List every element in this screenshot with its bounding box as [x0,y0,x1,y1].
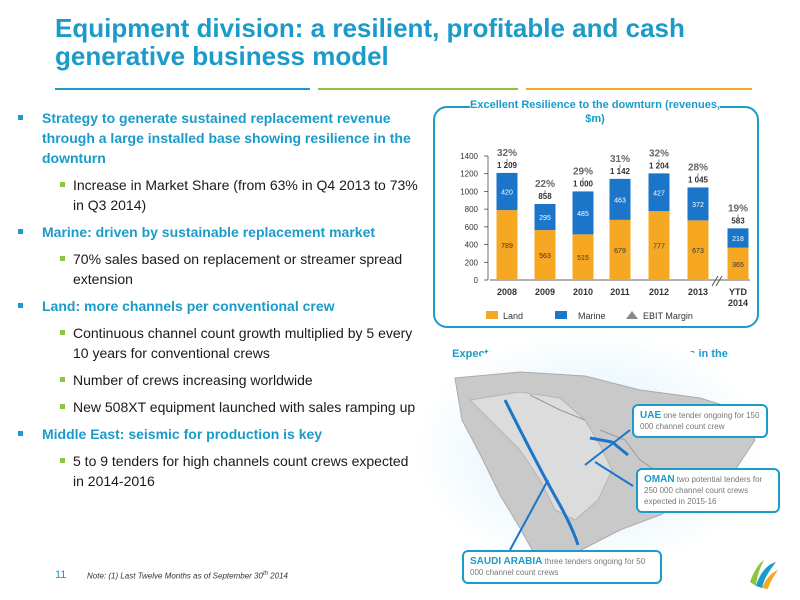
bullet-sub: New 508XT equipment launched with sales … [18,397,418,417]
bullet-sub: 5 to 9 tenders for high channels count c… [18,451,418,491]
bullet-main: Marine: driven by sustainable replacemen… [18,222,418,242]
uae-callout: UAE one tender ongoing for 150 000 chann… [632,404,768,438]
bullet-marker-icon [60,458,65,463]
chart-title: Excellent Resilience to the downturn (re… [470,98,721,126]
footnote: Note: (1) Last Twelve Months as of Septe… [87,571,288,581]
bullet-list: Strategy to generate sustained replaceme… [18,108,418,498]
uae-callout-name: UAE [640,410,662,421]
title-rule-green [318,88,518,90]
bullet-main: Strategy to generate sustained replaceme… [18,108,418,168]
bullet-text: Continuous channel count growth multipli… [73,325,413,361]
bullet-sub: Increase in Market Share (from 63% in Q4… [18,175,418,215]
footnote-sup: th [262,571,268,577]
title-rule-blue [55,88,310,90]
bullet-sub: Continuous channel count growth multipli… [18,323,418,363]
bullet-marker-icon [18,229,23,234]
map-title: Expected tenders of high channel count c… [452,348,728,374]
company-logo-icon [750,560,778,589]
bullet-text: 5 to 9 tenders for high channels count c… [73,453,409,489]
saudi-arabia-callout: SAUDI ARABIA three tenders ongoing for 5… [462,550,662,584]
bullet-marker-icon [18,303,23,308]
bullet-marker-icon [60,377,65,382]
footnote-suffix: 2014 [267,571,288,581]
bullet-sub: 70% sales based on replacement or stream… [18,249,418,289]
bullet-marker-icon [18,431,23,436]
bullet-marker-icon [60,330,65,335]
title-rule-orange [526,88,752,90]
bullet-text: Marine: driven by sustainable replacemen… [42,224,376,240]
chart-frame [433,106,759,328]
bullet-text: Middle East: seismic for production is k… [42,426,323,442]
oman-callout: OMAN two potential tenders for 250 000 c… [636,468,780,513]
saudi-arabia-callout-text: three tenders ongoing for 50 000 channel… [470,557,646,577]
page-title: Equipment division: a resilient, profita… [55,13,685,71]
bullet-main: Middle East: seismic for production is k… [18,424,418,444]
bullet-marker-icon [18,115,23,120]
oman-callout-name: OMAN [644,474,675,485]
uae-callout-text: one tender ongoing for 150 000 channel c… [640,411,760,431]
bullet-text: Increase in Market Share (from 63% in Q4… [73,177,418,213]
footnote-text: Note: (1) Last Twelve Months as of Septe… [87,571,263,581]
bullet-sub: Number of crews increasing worldwide [18,370,418,390]
bullet-marker-icon [60,182,65,187]
bullet-marker-icon [60,404,65,409]
bullet-text: New 508XT equipment launched with sales … [73,399,416,415]
page-number: 11 [55,569,67,581]
bullet-text: Land: more channels per conventional cre… [42,298,335,314]
bullet-text: Strategy to generate sustained replaceme… [42,110,411,166]
bullet-text: 70% sales based on replacement or stream… [73,251,403,287]
bullet-marker-icon [60,256,65,261]
bullet-text: Number of crews increasing worldwide [73,372,313,388]
bullet-main: Land: more channels per conventional cre… [18,296,418,316]
saudi-arabia-callout-name: SAUDI ARABIA [470,556,543,567]
oman-callout-text: two potential tenders for 250 000 channe… [644,475,763,506]
